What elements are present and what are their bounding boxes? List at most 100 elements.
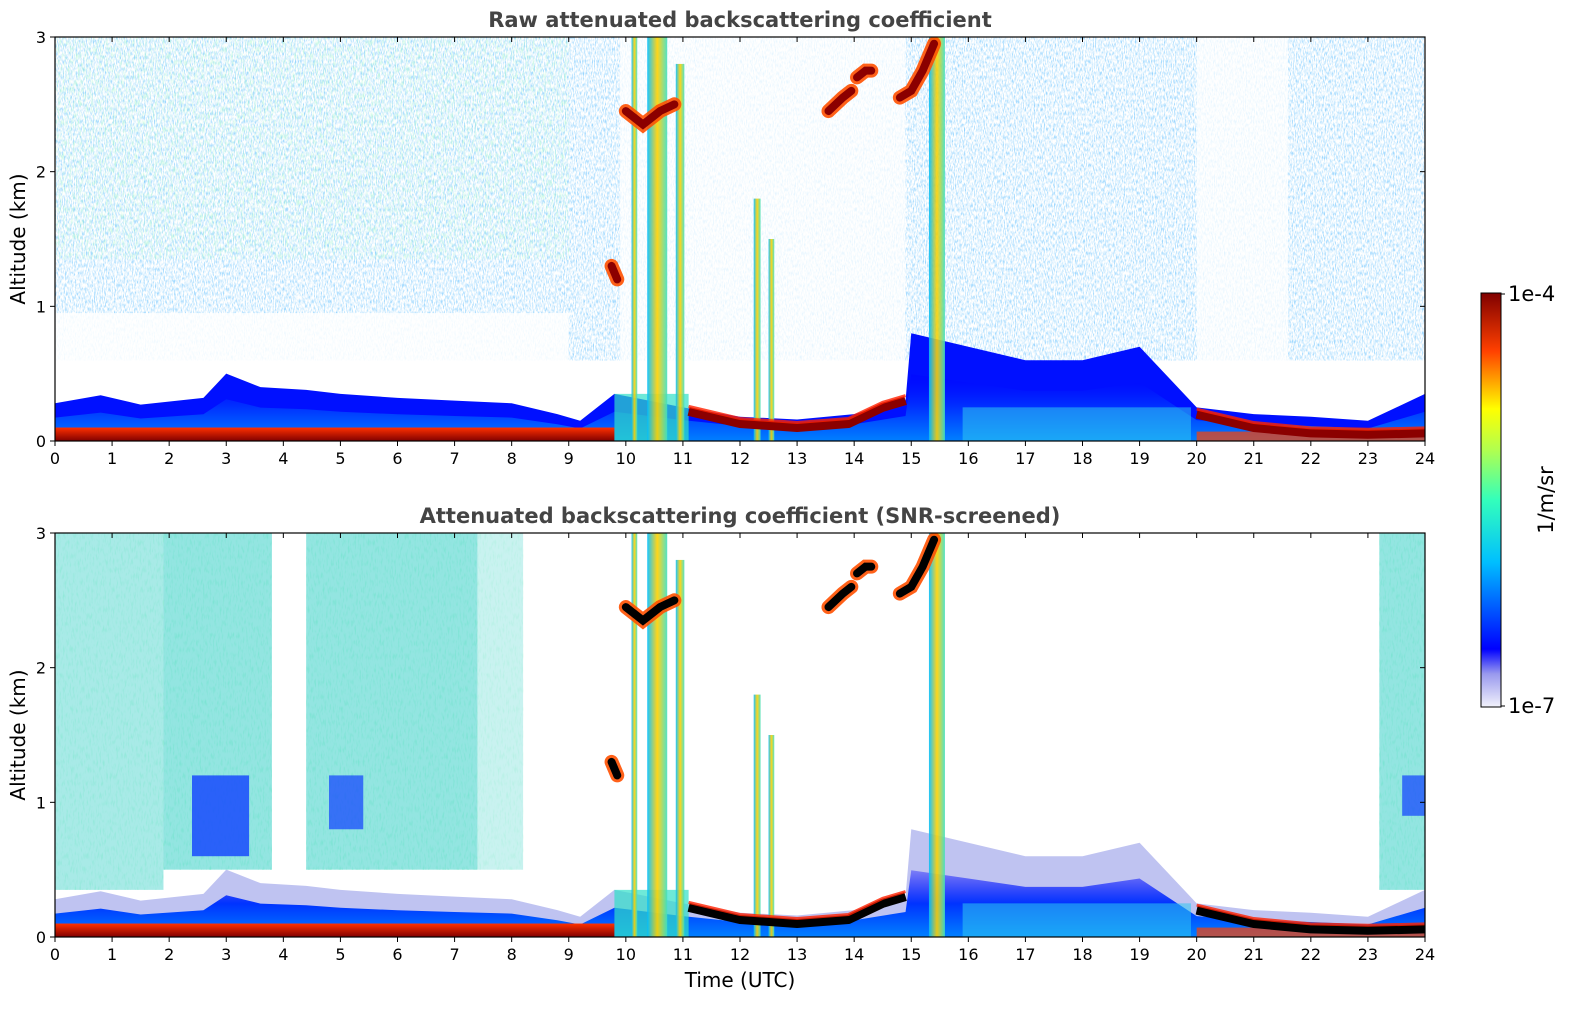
x-tick-label: 2: [164, 945, 174, 964]
x-tick-label: 12: [730, 945, 750, 964]
y-tick-label: 3: [36, 524, 46, 543]
x-tick-label: 4: [278, 449, 288, 468]
x-tick-label: 17: [1015, 945, 1035, 964]
y-tick-label: 0: [36, 432, 46, 451]
precip-streak: [631, 533, 638, 937]
x-axis-ticks: 0 1 2 3 4 5 6 7 8 9 10 11 12 13 14 15 16 17 18 19 20 21 22 23 24: [50, 37, 1435, 468]
precip-streak: [768, 239, 775, 441]
surface-layer: [55, 923, 615, 937]
y-axis-ticks: 0 1 2 3: [36, 524, 1425, 947]
x-tick-label: 16: [958, 449, 978, 468]
precip-streak: [631, 37, 638, 441]
x-tick-label: 10: [616, 449, 636, 468]
x-tick-label: 7: [449, 945, 459, 964]
x-tick-label: 19: [1129, 945, 1149, 964]
low-cloud-top: [688, 890, 906, 921]
precip-streak: [753, 694, 761, 937]
x-tick-label: 21: [1244, 945, 1264, 964]
x-tick-label: 15: [901, 449, 921, 468]
y-tick-label: 2: [36, 163, 46, 182]
x-tick-label: 5: [335, 449, 345, 468]
precip-streak: [928, 533, 945, 937]
precip-streak: [675, 559, 685, 937]
x-tick-label: 6: [392, 945, 402, 964]
x-tick-label: 1: [107, 449, 117, 468]
y-tick-label: 1: [36, 297, 46, 316]
y-tick-label: 0: [36, 928, 46, 947]
clear-sky-gap: [694, 37, 906, 401]
precip-streak: [647, 37, 668, 441]
precip-streak: [675, 63, 685, 441]
colorbar-min-label: 1e-7: [1508, 694, 1555, 718]
heatmap-layer: [55, 533, 1425, 937]
raw-backscatter-panel: Raw attenuated backscattering coefficien…: [6, 8, 1435, 468]
x-tick-label: 18: [1072, 945, 1092, 964]
chart-title: Raw attenuated backscattering coefficien…: [488, 8, 992, 32]
high-cloud: [607, 757, 622, 780]
x-tick-label: 13: [787, 449, 807, 468]
x-tick-label: 22: [1301, 449, 1321, 468]
low-cloud-layer: [1195, 409, 1425, 439]
high-cloud: [824, 86, 856, 116]
colorbar-max-label: 1e-4: [1508, 282, 1555, 306]
y-axis-label: Altitude (km): [6, 669, 30, 800]
x-tick-label: 13: [787, 945, 807, 964]
colorbar: 1e-4 1e-7 1/m/sr: [1480, 282, 1558, 718]
y-tick-label: 1: [36, 793, 46, 812]
clear-sky-gap: [1196, 37, 1288, 401]
aerosol-column-fill: [477, 533, 524, 870]
plot-background: [55, 533, 1425, 937]
aerosol-column-base: [1402, 775, 1425, 816]
low-cloud-layer: [687, 396, 907, 433]
chart-title: Attenuated backscattering coefficient (S…: [420, 504, 1061, 528]
x-tick-label: 8: [507, 945, 517, 964]
x-tick-label: 20: [1186, 449, 1206, 468]
x-tick-label: 11: [673, 449, 693, 468]
x-tick-label: 22: [1301, 945, 1321, 964]
x-tick-label: 0: [50, 945, 60, 964]
x-tick-label: 0: [50, 449, 60, 468]
high-cloud: [621, 596, 679, 626]
x-tick-label: 20: [1186, 945, 1206, 964]
precip-streak: [928, 37, 945, 441]
residual-layer-gap: [55, 313, 569, 401]
high-cloud: [621, 100, 679, 130]
aerosol-column-fill: [1379, 533, 1425, 890]
x-tick-label: 2: [164, 449, 174, 468]
low-cloud-layer: [1195, 905, 1425, 935]
humid-layer: [962, 407, 1191, 441]
precip-streak: [768, 735, 775, 937]
y-tick-label: 3: [36, 28, 46, 47]
x-tick-label: 12: [730, 449, 750, 468]
precip-streak: [753, 198, 761, 441]
noise-speckle-green: [55, 37, 569, 260]
plot-area: [54, 532, 1426, 938]
x-axis-label: Time (UTC): [684, 968, 796, 992]
x-tick-label: 10: [616, 945, 636, 964]
x-tick-label: 23: [1358, 945, 1378, 964]
x-tick-label: 6: [392, 449, 402, 468]
low-cloud-top: [1196, 407, 1425, 431]
precip-streak: [647, 533, 668, 937]
y-tick-label: 2: [36, 659, 46, 678]
x-tick-label: 24: [1415, 449, 1435, 468]
x-tick-label: 3: [221, 449, 231, 468]
humid-layer: [962, 903, 1191, 937]
surface-layer: [55, 427, 615, 441]
aerosol-column: [477, 533, 524, 870]
x-tick-label: 5: [335, 945, 345, 964]
x-tick-label: 14: [844, 945, 864, 964]
x-tick-label: 24: [1415, 945, 1435, 964]
aerosol-column-fill: [55, 533, 164, 890]
colorbar-gradient: [1480, 292, 1502, 708]
x-axis-ticks: 0 1 2 3 4 5 6 7 8 9 10 11 12 13 14 15 16 17 18 19 20 21 22 23 24: [50, 533, 1435, 964]
aerosol-column-base: [192, 775, 250, 857]
x-tick-label: 23: [1358, 449, 1378, 468]
heatmap-layer: [55, 37, 1425, 441]
x-tick-label: 8: [507, 449, 517, 468]
x-tick-label: 11: [673, 945, 693, 964]
colorbar-unit-label: 1/m/sr: [1534, 466, 1558, 534]
high-cloud: [895, 39, 939, 102]
x-tick-label: 9: [564, 945, 574, 964]
